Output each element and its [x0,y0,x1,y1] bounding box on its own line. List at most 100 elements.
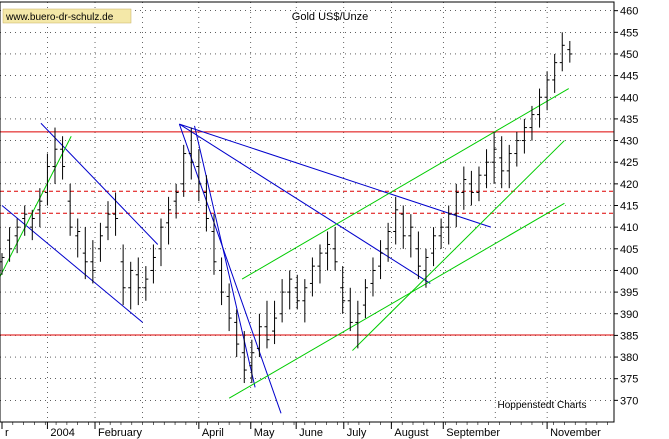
ohlc-bar [166,196,172,245]
ohlc-bar [150,244,156,284]
ohlc-bar [340,266,346,314]
ohlc-bar [461,166,467,210]
ohlc-bar [370,257,376,297]
ohlc-bar [537,88,543,128]
trend-line [40,122,159,245]
watermark-text: www.buero-dr-schulz.de [5,12,114,23]
ohlc-bar [211,214,217,275]
ohlc-bar [196,149,202,202]
horizontal-levels [0,131,614,336]
ohlc-bar [506,144,512,189]
ohlc-bar [22,205,28,236]
y-tick-label: 390 [620,309,638,321]
y-tick-label: 455 [620,27,638,39]
ohlc-bar [499,136,505,189]
ohlc-bar [521,118,527,154]
ohlc-bar [44,153,50,206]
y-tick-label: 395 [620,287,638,299]
y-tick-label: 425 [620,157,638,169]
ohlc-bar [188,127,194,180]
ohlc-bar [0,253,5,275]
ohlc-bar [7,227,13,262]
ohlc-bar [332,227,338,271]
y-tick-label: 430 [620,136,638,148]
ohlc-bar [256,313,262,358]
ohlc-bar [29,209,35,241]
credit-text: Hoppenstedt Charts [498,400,587,411]
ohlc-bar [446,205,452,245]
ohlc-bar [67,183,73,236]
x-tick-label: July [347,427,367,439]
ohlc-bar [484,149,490,189]
ohlc-bar [128,261,134,310]
ohlc-bar [514,131,520,167]
ohlc-bar [226,283,232,332]
y-tick-label: 435 [620,114,638,126]
ohlc-bar [491,131,497,184]
y-tick-label: 385 [620,330,638,342]
y-tick-label: 410 [620,222,638,234]
ohlc-bar [52,127,58,184]
ohlc-bar [279,279,285,323]
ohlc-bar [567,40,573,63]
ohlc-bar [234,309,240,358]
y-tick-label: 460 [620,6,638,18]
ohlc-bar [181,144,187,197]
ohlc-bar [438,218,444,249]
x-tick-label: April [202,427,224,439]
ohlc-bar [347,287,353,332]
y-tick-label: 420 [620,179,638,191]
ohlc-bar [203,175,209,232]
ohlc-bar [302,279,308,323]
ohlc-bar [400,205,406,249]
ohlc-bar [158,218,164,267]
ohlc-bar [135,257,141,306]
ohlc-bar [97,222,103,262]
ohlc-bar [241,331,247,384]
x-tick-label: February [98,427,143,439]
ohlc-bar [453,183,459,228]
ohlc-bar [552,53,558,93]
ohlc-bar [355,300,361,349]
ohlc-bar [249,339,255,384]
ohlc-bar [309,257,315,297]
y-tick-label: 440 [620,92,638,104]
ohlc-bar [219,257,225,306]
ohlc-bar [264,300,270,349]
x-tick-label: November [550,427,601,439]
ohlc-bar [14,218,20,254]
chart-title: Gold US$/Unze [292,11,368,23]
ohlc-bar [113,192,119,236]
trend-line [241,88,569,280]
ohlc-bar [431,227,437,267]
ohlc-bar [393,196,399,245]
ohlc-bar [287,270,293,310]
ohlc-bar [82,227,88,280]
ohlc-bar [408,214,414,258]
ohlc-bar [529,105,535,141]
x-tick-label: August [394,427,428,439]
y-tick-label: 375 [620,374,638,386]
ohlc-bar [325,231,331,271]
x-tick-label: June [299,427,323,439]
ohlc-bar [559,32,565,72]
price-bars [0,32,573,384]
trend-line [1,205,143,323]
ohlc-bar [476,166,482,202]
trend-line [0,136,72,278]
ohlc-bar [317,244,323,284]
y-tick-label: 400 [620,265,638,277]
y-tick-label: 370 [620,395,638,407]
y-tick-label: 415 [620,201,638,213]
ohlc-bar [143,266,149,301]
y-tick-label: 450 [620,49,638,61]
ohlc-bar [173,183,179,219]
x-axis: r 2004 February April May June July August Septe… [1,422,608,439]
trend-line [179,123,492,228]
ohlc-bar [75,218,81,258]
ohlc-bar [362,279,368,319]
ohlc-bar [423,248,429,288]
ohlc-bar [544,71,550,111]
